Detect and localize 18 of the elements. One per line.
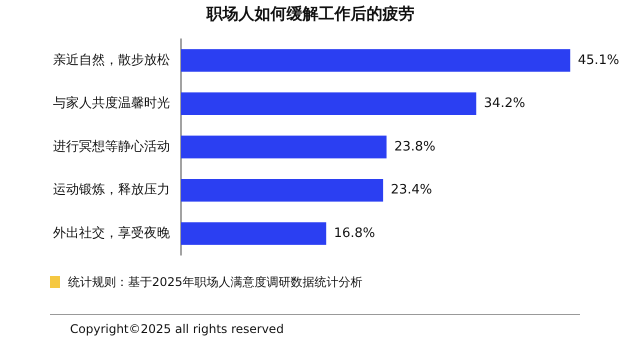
data-label: 16.8% <box>334 226 376 241</box>
chart-title: 职场人如何缓解工作后的疲劳 <box>205 4 416 25</box>
y-tick-label: 亲近自然，散步放松 <box>53 52 170 68</box>
data-label: 45.1% <box>578 52 620 68</box>
data-label: 23.8% <box>394 139 436 154</box>
bar <box>181 178 384 202</box>
text: 统计规则：基于2025年职场人满意度调研数据统计分析 <box>68 274 363 290</box>
y-tick-label: 与家人共度温馨时光 <box>53 95 170 112</box>
bar <box>181 222 326 245</box>
y-tick-label: 运动锻炼，释放压力 <box>53 182 170 198</box>
data-label: 34.2% <box>484 96 526 112</box>
y-tick-label: 进行冥想等静心活动 <box>53 138 170 154</box>
bar <box>181 92 476 116</box>
y-tick-label: 外出社交，享受夜晚 <box>53 224 170 241</box>
bar <box>181 49 570 72</box>
data-label: 23.4% <box>390 182 432 198</box>
text: Copyright©2025 all rights reserved <box>70 322 284 336</box>
bar <box>181 136 387 158</box>
